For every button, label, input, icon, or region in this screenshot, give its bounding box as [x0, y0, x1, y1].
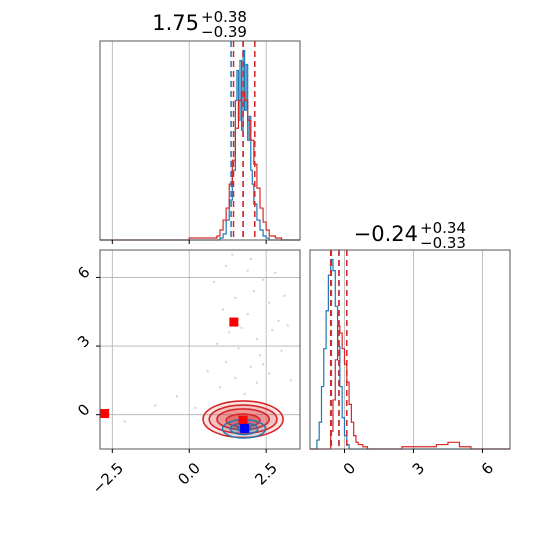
- joint-panel: −2.5 0.0 2.5 0 3 6: [74, 249, 301, 498]
- hist-y-series-red-steps: [310, 325, 510, 450]
- joint-scatter-point-11: [228, 331, 231, 334]
- joint-scatter-point-15: [237, 347, 240, 350]
- joint-frame: [99, 249, 301, 450]
- joint-marker-2: [238, 415, 248, 425]
- joint-scatter-point-33: [249, 258, 252, 261]
- joint-scatter-point-4: [252, 290, 255, 293]
- joint-xticklabel-1: 0.0: [174, 459, 204, 489]
- joint-marker-3: [240, 423, 250, 433]
- hist-y-xticklabels: 0 3 6: [340, 459, 497, 478]
- joint-scatter-point-23: [219, 386, 221, 389]
- joint-scatter-point-31: [123, 420, 126, 423]
- hist-y-series: [310, 250, 510, 450]
- joint-yticklabel-0: 0: [74, 400, 93, 419]
- joint-scatter-point-25: [265, 390, 268, 393]
- joint-xticklabel-2: 2.5: [251, 459, 281, 489]
- hist-x-title-plus: +0.38: [201, 8, 247, 26]
- hist-y-grid: [344, 250, 483, 449]
- joint-scatter-point-34: [212, 281, 215, 284]
- joint-scatter-point-19: [249, 365, 252, 368]
- hist-y-title-plus: +0.34: [420, 219, 466, 237]
- hist-y-panel: −0.24 +0.34 −0.33 0 3 6: [309, 219, 511, 479]
- joint-scatter-point-20: [268, 372, 271, 375]
- hist-y-xticklabel-2: 6: [478, 459, 497, 478]
- joint-grid: [100, 250, 300, 449]
- joint-scatter-point-30: [194, 406, 197, 409]
- joint-scatter-point-9: [246, 313, 249, 316]
- hist-y-title-minus: −0.33: [420, 234, 466, 252]
- joint-markers: [100, 317, 250, 433]
- hist-x-title: 1.75 +0.38 −0.39: [152, 8, 247, 41]
- joint-scatter-point-28: [175, 395, 178, 398]
- hist-x-panel: 1.75 +0.38 −0.39: [99, 8, 301, 244]
- hist-x-series: [100, 41, 300, 241]
- joint-scatter-point-8: [222, 308, 225, 311]
- joint-scatter-point-24: [243, 393, 246, 396]
- hist-y-title: −0.24 +0.34 −0.33: [354, 219, 466, 252]
- hist-y-xticklabel-0: 0: [340, 459, 359, 478]
- joint-scatter-point-14: [215, 342, 218, 345]
- joint-scatter-point-12: [255, 338, 258, 341]
- joint-scatter-point-37: [262, 363, 265, 366]
- joint-scatter-point-17: [280, 349, 283, 352]
- joint-scatter-point-18: [225, 361, 228, 364]
- joint-marker-1: [100, 409, 110, 419]
- joint-scatter-point-22: [255, 381, 258, 384]
- joint-scatter-point-27: [289, 379, 292, 382]
- joint-scatter-point-26: [206, 370, 209, 373]
- joint-scatter-point-6: [268, 301, 271, 304]
- joint-scatter-point-13: [271, 329, 274, 332]
- joint-scatter-point-5: [234, 297, 237, 300]
- joint-scatter-point-21: [234, 377, 237, 380]
- joint-scatter-point-3: [274, 271, 277, 274]
- hist-x-title-median: 1.75: [152, 11, 199, 35]
- joint-scatter-point-2: [262, 278, 265, 281]
- joint-scatter-point-7: [283, 294, 286, 297]
- hist-x-grid: [111, 41, 267, 240]
- hist-y-series-blue-steps: [310, 258, 510, 450]
- joint-scatter-point-32: [231, 253, 234, 256]
- joint-scatter-point-10: [277, 319, 280, 322]
- hist-x-series-red-steps: [100, 91, 300, 241]
- joint-yticklabel-1: 3: [74, 332, 93, 351]
- joint-scatter-point-35: [286, 324, 289, 327]
- hist-y-xticklabel-1: 3: [409, 459, 428, 478]
- joint-xticklabel-0: −2.5: [89, 459, 127, 497]
- joint-scatter-point-1: [246, 269, 249, 272]
- joint-xticklabels: −2.5 0.0 2.5: [89, 449, 281, 498]
- joint-scatter-point-16: [259, 354, 261, 357]
- hist-x-series-blue-steps: [100, 49, 300, 241]
- joint-scatter: [123, 253, 292, 423]
- joint-marker-0: [229, 317, 239, 327]
- hist-y-title-median: −0.24: [354, 222, 418, 246]
- joint-yticklabels: 0 3 6: [74, 263, 100, 420]
- hist-x-title-minus: −0.39: [201, 23, 247, 41]
- hist-y-frame: [309, 249, 511, 450]
- hist-x-frame: [99, 40, 301, 241]
- joint-scatter-point-0: [225, 265, 228, 268]
- joint-scatter-point-36: [240, 326, 243, 329]
- joint-scatter-point-29: [154, 404, 157, 407]
- joint-yticklabel-2: 6: [74, 263, 93, 282]
